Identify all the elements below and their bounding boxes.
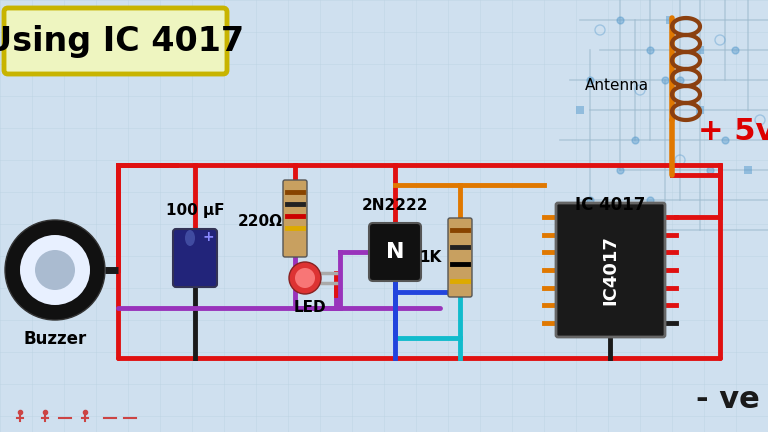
Text: IC 4017: IC 4017: [574, 196, 645, 214]
Text: +: +: [202, 230, 214, 244]
Bar: [696, 106, 704, 114]
Circle shape: [5, 220, 105, 320]
Ellipse shape: [185, 230, 195, 246]
Bar: [576, 106, 584, 114]
FancyBboxPatch shape: [448, 218, 472, 297]
Text: 1K: 1K: [419, 251, 441, 266]
Text: N: N: [386, 242, 404, 262]
Text: Buzzer: Buzzer: [23, 330, 87, 348]
FancyBboxPatch shape: [556, 203, 665, 337]
Text: IC4017: IC4017: [601, 235, 619, 305]
FancyBboxPatch shape: [369, 223, 421, 281]
Bar: [636, 226, 644, 234]
Text: - ve: - ve: [696, 385, 760, 414]
FancyBboxPatch shape: [173, 229, 217, 287]
Text: Antenna: Antenna: [585, 77, 649, 92]
Circle shape: [289, 262, 321, 294]
Bar: [666, 16, 674, 24]
Bar: [696, 46, 704, 54]
Circle shape: [295, 268, 315, 288]
Text: 100 μF: 100 μF: [166, 203, 224, 217]
Text: + 5v: + 5v: [698, 118, 768, 146]
Circle shape: [20, 235, 90, 305]
Text: Using IC 4017: Using IC 4017: [0, 25, 244, 57]
Text: 2N2222: 2N2222: [362, 197, 429, 213]
FancyBboxPatch shape: [4, 8, 227, 74]
Bar: [744, 166, 752, 174]
FancyBboxPatch shape: [283, 180, 307, 257]
Text: 220Ω: 220Ω: [237, 215, 283, 229]
Circle shape: [35, 250, 75, 290]
Text: LED: LED: [293, 301, 326, 315]
